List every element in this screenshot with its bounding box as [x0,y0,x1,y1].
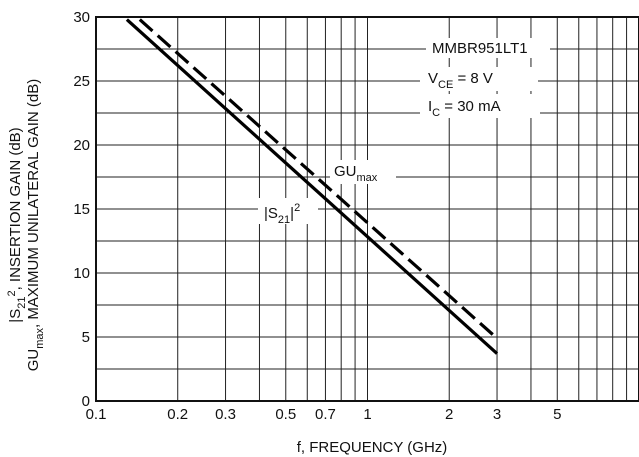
x-tick-label: 2 [445,406,453,423]
x-tick-label: 0.1 [86,406,107,423]
annotations: MMBR951LT1 VCE = 8 V IC = 30 mA GUmax |S… [258,38,550,226]
gumax-series-line [138,18,499,340]
y-tick-label: 0 [82,393,90,410]
x-tick-label: 3 [493,406,501,423]
series-lines [125,18,499,355]
x-tick-label: 5 [553,406,561,423]
s21-series-label: |S21|2 [264,202,300,226]
grid-lines [96,17,639,401]
plot-frame [95,16,639,402]
y-tick-label: 25 [73,73,90,90]
ic-label: IC = 30 mA [428,98,501,119]
x-tick-labels: 0.1 0.2 0.3 0.5 0.7 1 2 3 5 [86,406,562,423]
y-axis-label-line1: |S212, INSERTION GAIN (dB) [6,127,28,322]
x-tick-label: 0.5 [275,406,296,423]
x-tick-label: 0.3 [215,406,236,423]
y-tick-label: 5 [82,329,90,346]
x-tick-label: 1 [363,406,371,423]
y-axis-label-line2: GUmax, MAXIMUM UNILATERAL GAIN (dB) [25,79,46,371]
vce-label: VCE = 8 V [428,70,493,91]
x-axis-label: f, FREQUENCY (GHz) [297,439,448,456]
x-tick-label: 0.7 [315,406,336,423]
y-tick-label: 15 [73,201,90,218]
y-tick-label: 30 [73,9,90,26]
s21-series-line [125,18,499,355]
y-tick-label: 10 [73,265,90,282]
x-tick-label: 0.2 [167,406,188,423]
y-tick-label: 20 [73,137,90,154]
y-tick-labels: 0 5 10 15 20 25 30 [73,9,90,410]
device-label: MMBR951LT1 [432,40,528,57]
gumax-series-label: GUmax [334,163,378,184]
axes: 0.1 0.2 0.3 0.5 0.7 1 2 3 5 0 5 10 15 20 25 30 f, FREQ… [6,9,639,456]
